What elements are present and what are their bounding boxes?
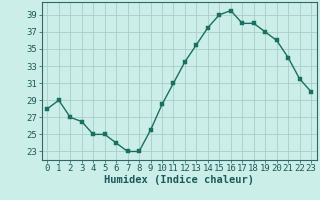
X-axis label: Humidex (Indice chaleur): Humidex (Indice chaleur) [104, 175, 254, 185]
